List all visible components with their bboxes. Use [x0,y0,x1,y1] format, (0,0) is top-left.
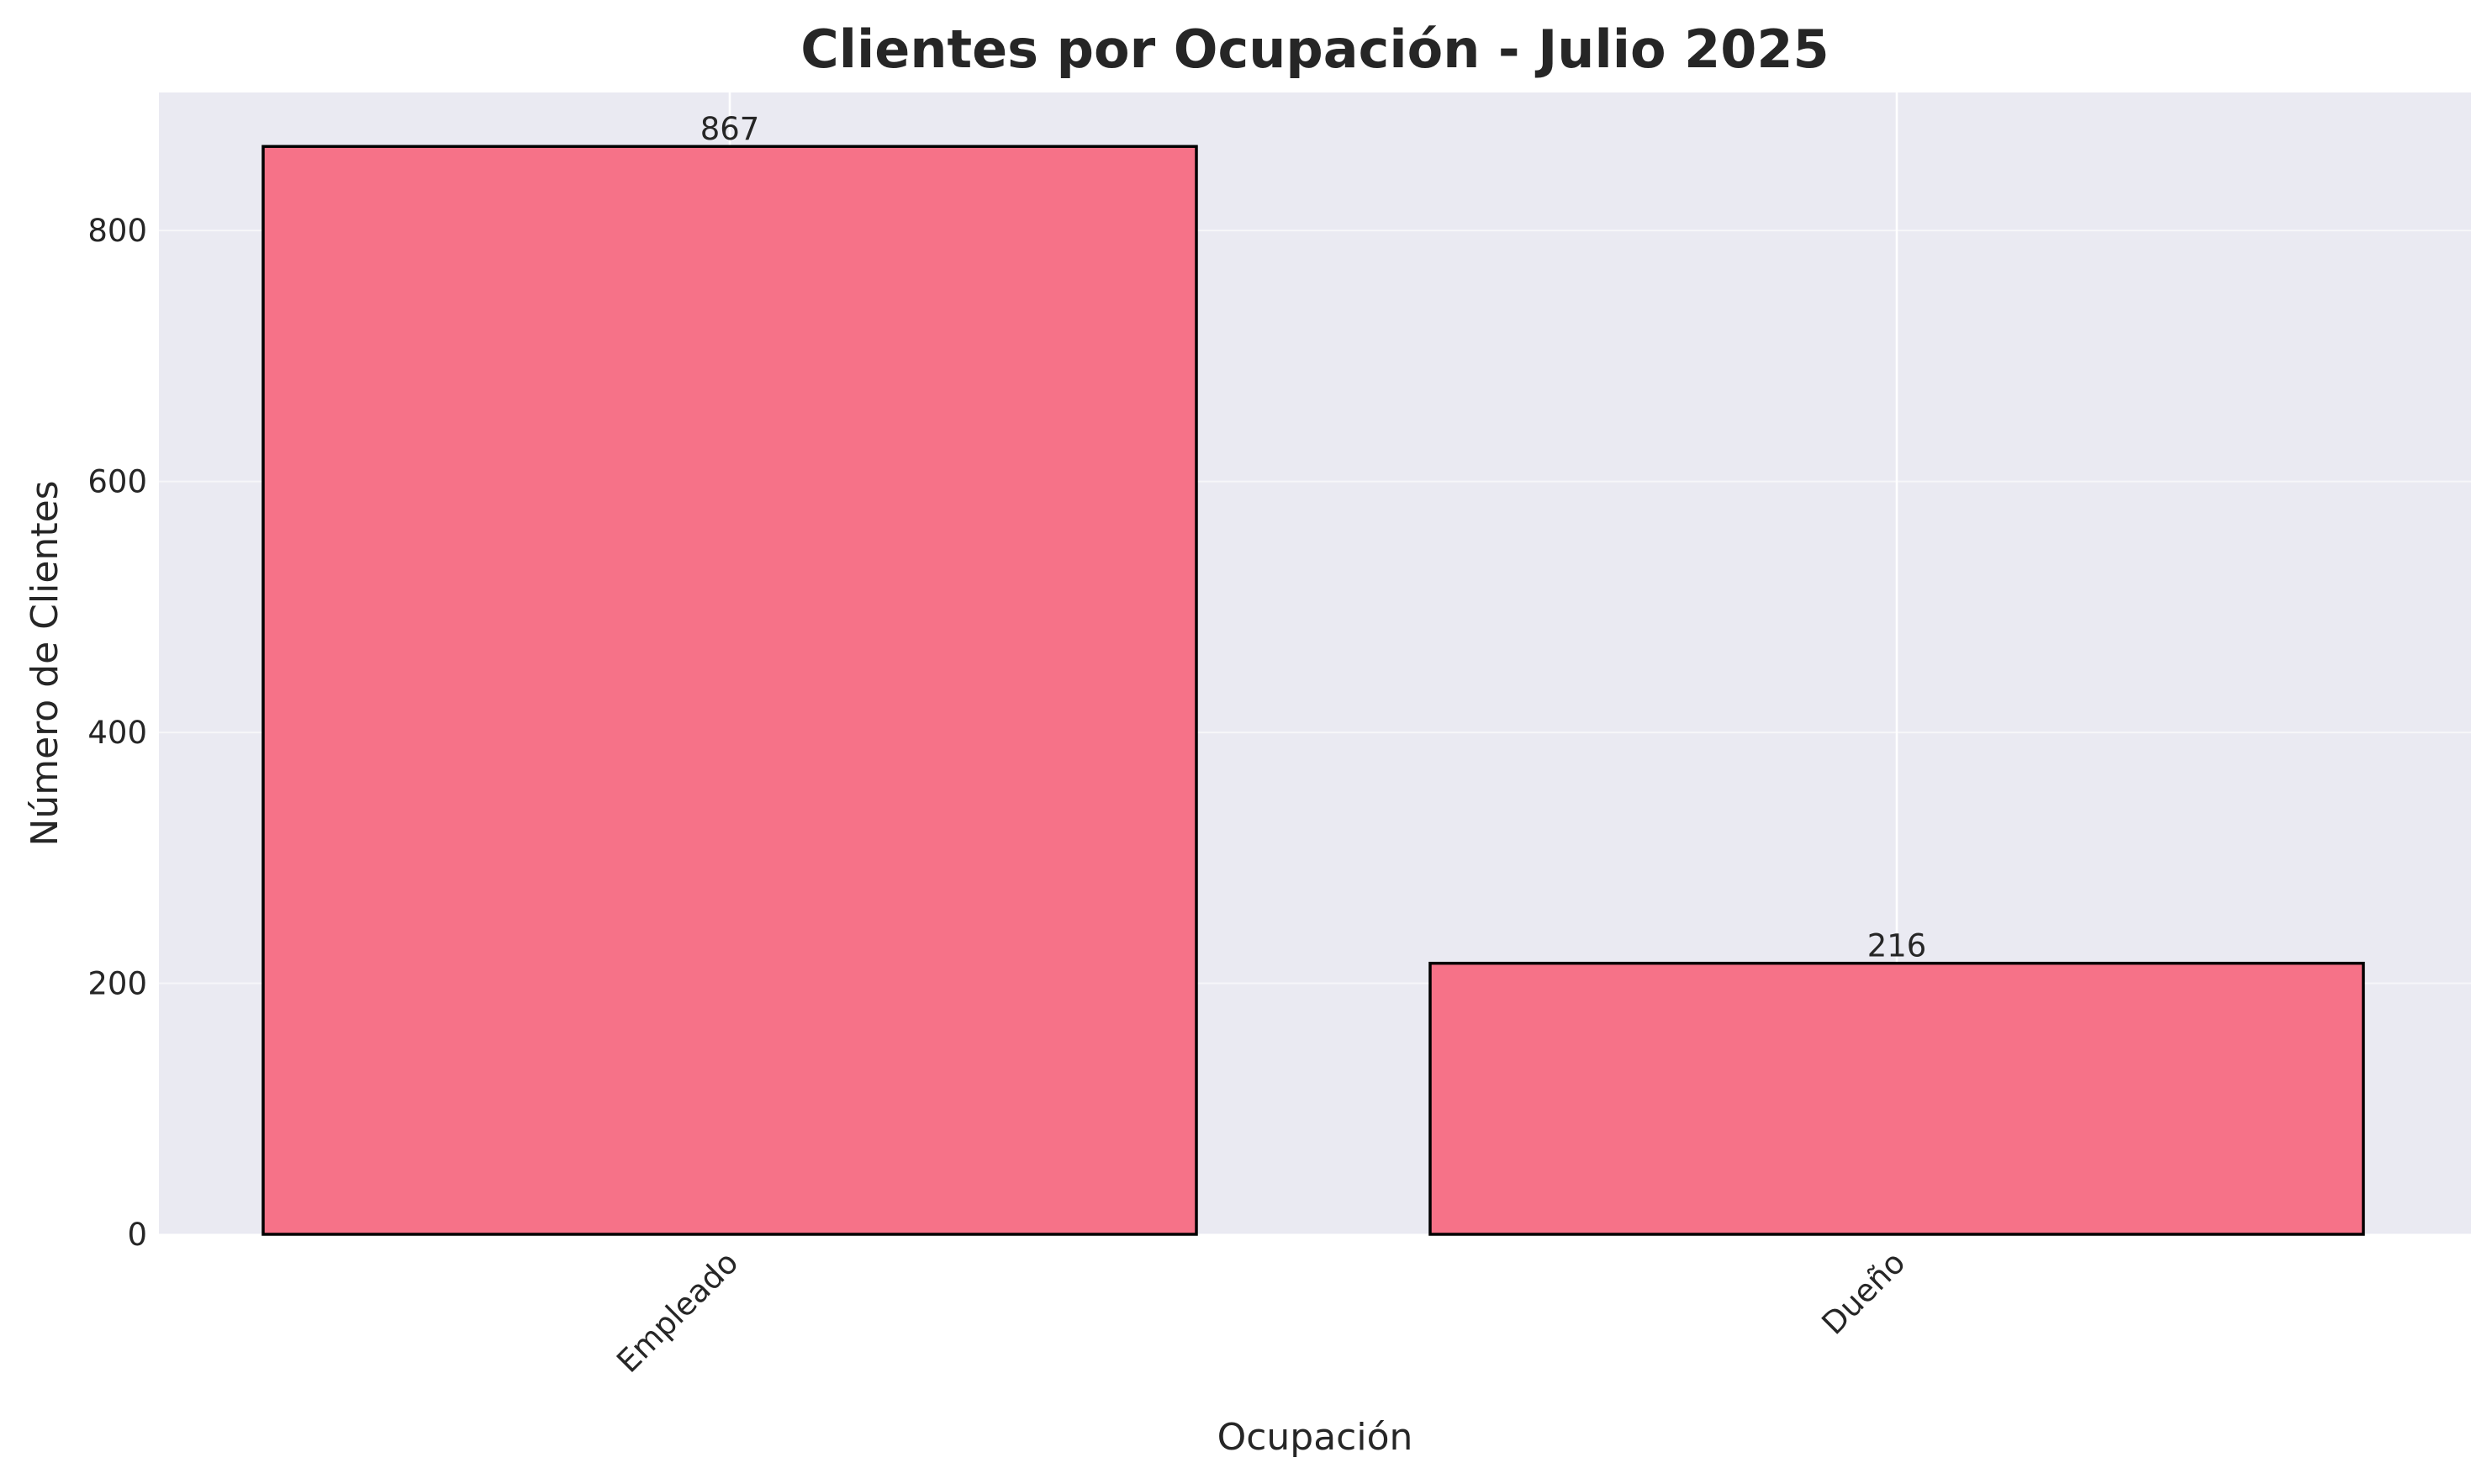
y-tick-label-1: 200 [87,966,147,1002]
y-tick-label-4: 800 [87,213,147,249]
y-axis-label: Número de Clientes [24,480,66,846]
bar-empleado [261,145,1198,1236]
chart-title: Clientes por Ocupación - Julio 2025 [800,18,1829,80]
data-labels: 867 216 [700,111,1927,964]
y-tick-label-3: 600 [87,464,147,500]
y-tick-label-0: 0 [127,1217,147,1253]
bars [261,145,2365,1236]
bar-dueño [1428,961,2365,1236]
data-label-1: 216 [1867,928,1927,964]
y-tick-label-2: 400 [87,715,147,751]
x-axis-label: Ocupación [1217,1416,1413,1459]
y-axis-ticks: 0 200 400 600 800 [87,213,147,1253]
data-label-0: 867 [700,111,760,147]
